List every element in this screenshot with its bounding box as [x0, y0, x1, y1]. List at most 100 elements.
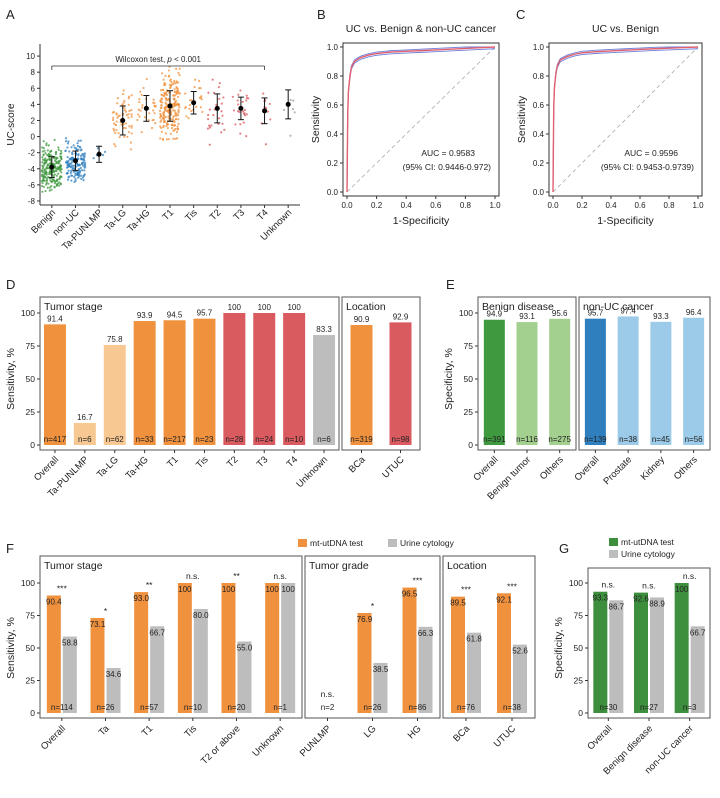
- data-point: [64, 149, 67, 153]
- bar-value-label: 93.1: [519, 312, 535, 321]
- bar-mt-value-label: 89.5: [450, 599, 466, 608]
- x-tick-label: Ta-HG: [125, 207, 152, 234]
- data-point: [175, 80, 178, 83]
- data-point: [82, 174, 85, 177]
- data-point: [208, 143, 211, 146]
- x-tick-label: Others: [672, 454, 700, 482]
- data-point: [116, 102, 119, 105]
- x-tick-label: 0.4: [401, 201, 413, 210]
- data-point: [164, 102, 167, 105]
- data-point: [167, 97, 170, 101]
- data-point: [220, 102, 223, 105]
- significance-label: ***: [461, 585, 472, 595]
- data-point: [172, 115, 175, 119]
- bar-cytology: [281, 583, 296, 713]
- data-point: [78, 175, 81, 178]
- data-point: [151, 119, 154, 122]
- bar-value-label: 83.3: [316, 325, 332, 334]
- data-point: [54, 156, 57, 159]
- data-point: [158, 109, 162, 112]
- legend-label: mt-utDNA test: [310, 538, 364, 548]
- data-point: [56, 167, 59, 170]
- x-tick-label: Unknown: [294, 454, 330, 490]
- group-label: Location: [447, 560, 487, 572]
- data-point: [115, 120, 118, 123]
- bar-mt-utdna: [134, 592, 149, 713]
- bar-n-label: n=6: [317, 435, 331, 444]
- data-point: [80, 169, 84, 172]
- x-axis-label: 1-Specificity: [597, 215, 654, 227]
- data-point: [47, 175, 50, 179]
- data-point: [77, 168, 80, 171]
- data-point: [79, 157, 83, 160]
- data-point: [45, 181, 48, 184]
- ci-text: (95% CI: 0.9446-0.972): [403, 162, 492, 172]
- data-point: [161, 117, 164, 120]
- data-point: [153, 101, 156, 105]
- data-point: [83, 159, 86, 162]
- data-point: [165, 138, 169, 141]
- data-point: [82, 179, 85, 182]
- data-point: [137, 113, 140, 116]
- data-point: [48, 186, 51, 189]
- x-tick-label: T2: [208, 207, 224, 223]
- data-point: [198, 79, 201, 83]
- data-point: [163, 106, 166, 109]
- median-point: [143, 105, 149, 111]
- median-point: [49, 164, 55, 170]
- data-point: [170, 111, 173, 115]
- data-point: [241, 100, 244, 104]
- data-point: [160, 93, 163, 97]
- data-point: [96, 147, 100, 150]
- ci-text: (95% CI: 0.9453-0.9739): [601, 162, 694, 172]
- x-tick-label: 0.2: [576, 201, 588, 210]
- bar-value-label: 91.4: [47, 314, 63, 323]
- data-point: [195, 105, 198, 108]
- data-point: [47, 152, 50, 155]
- data-point: [177, 114, 180, 117]
- bar-n-label: n=24: [255, 435, 274, 444]
- bar-n-label: n=217: [163, 435, 186, 444]
- data-point: [184, 106, 187, 110]
- bar-value-label: 94.5: [167, 310, 183, 319]
- x-tick-label: Kidney: [639, 454, 667, 482]
- data-point: [77, 139, 80, 142]
- data-point: [82, 157, 86, 161]
- roc-title: UC vs. Benign & non-UC cancer: [346, 23, 497, 35]
- data-point: [66, 164, 69, 167]
- data-point: [41, 156, 44, 159]
- data-point: [161, 88, 164, 91]
- data-point: [69, 162, 72, 165]
- data-point: [159, 89, 163, 92]
- data-point: [154, 104, 157, 108]
- x-tick-label: Overall: [39, 723, 68, 752]
- x-tick-label: 0.6: [634, 201, 646, 210]
- data-point: [76, 162, 79, 166]
- data-point: [83, 169, 86, 172]
- legend-label: Urine cytology: [621, 549, 676, 559]
- data-point: [49, 159, 52, 162]
- x-tick-label: T2: [225, 454, 241, 470]
- data-point: [162, 111, 165, 114]
- bar-n-label: n=3: [683, 703, 697, 712]
- bar-n-label: n=98: [391, 435, 410, 444]
- bar-cytology: [690, 626, 705, 713]
- data-point: [53, 173, 56, 176]
- y-tick-label: 2: [31, 116, 36, 125]
- legend-swatch: [609, 538, 618, 546]
- data-point: [164, 132, 167, 135]
- y-tick-label: 100: [21, 308, 35, 318]
- data-point: [165, 91, 168, 94]
- data-point: [49, 150, 53, 153]
- data-point: [175, 67, 178, 70]
- data-point: [264, 143, 268, 146]
- bar-cyto-value-label: 66.7: [149, 628, 165, 637]
- bar-value-label: 95.7: [588, 309, 604, 318]
- bar: [103, 344, 126, 445]
- data-point: [128, 109, 131, 113]
- bar-mt-utdna: [497, 593, 511, 713]
- bar-cyto-value-label: 88.9: [649, 599, 665, 608]
- data-point: [163, 82, 166, 85]
- bar-mt-utdna: [593, 591, 608, 713]
- data-point: [173, 109, 176, 112]
